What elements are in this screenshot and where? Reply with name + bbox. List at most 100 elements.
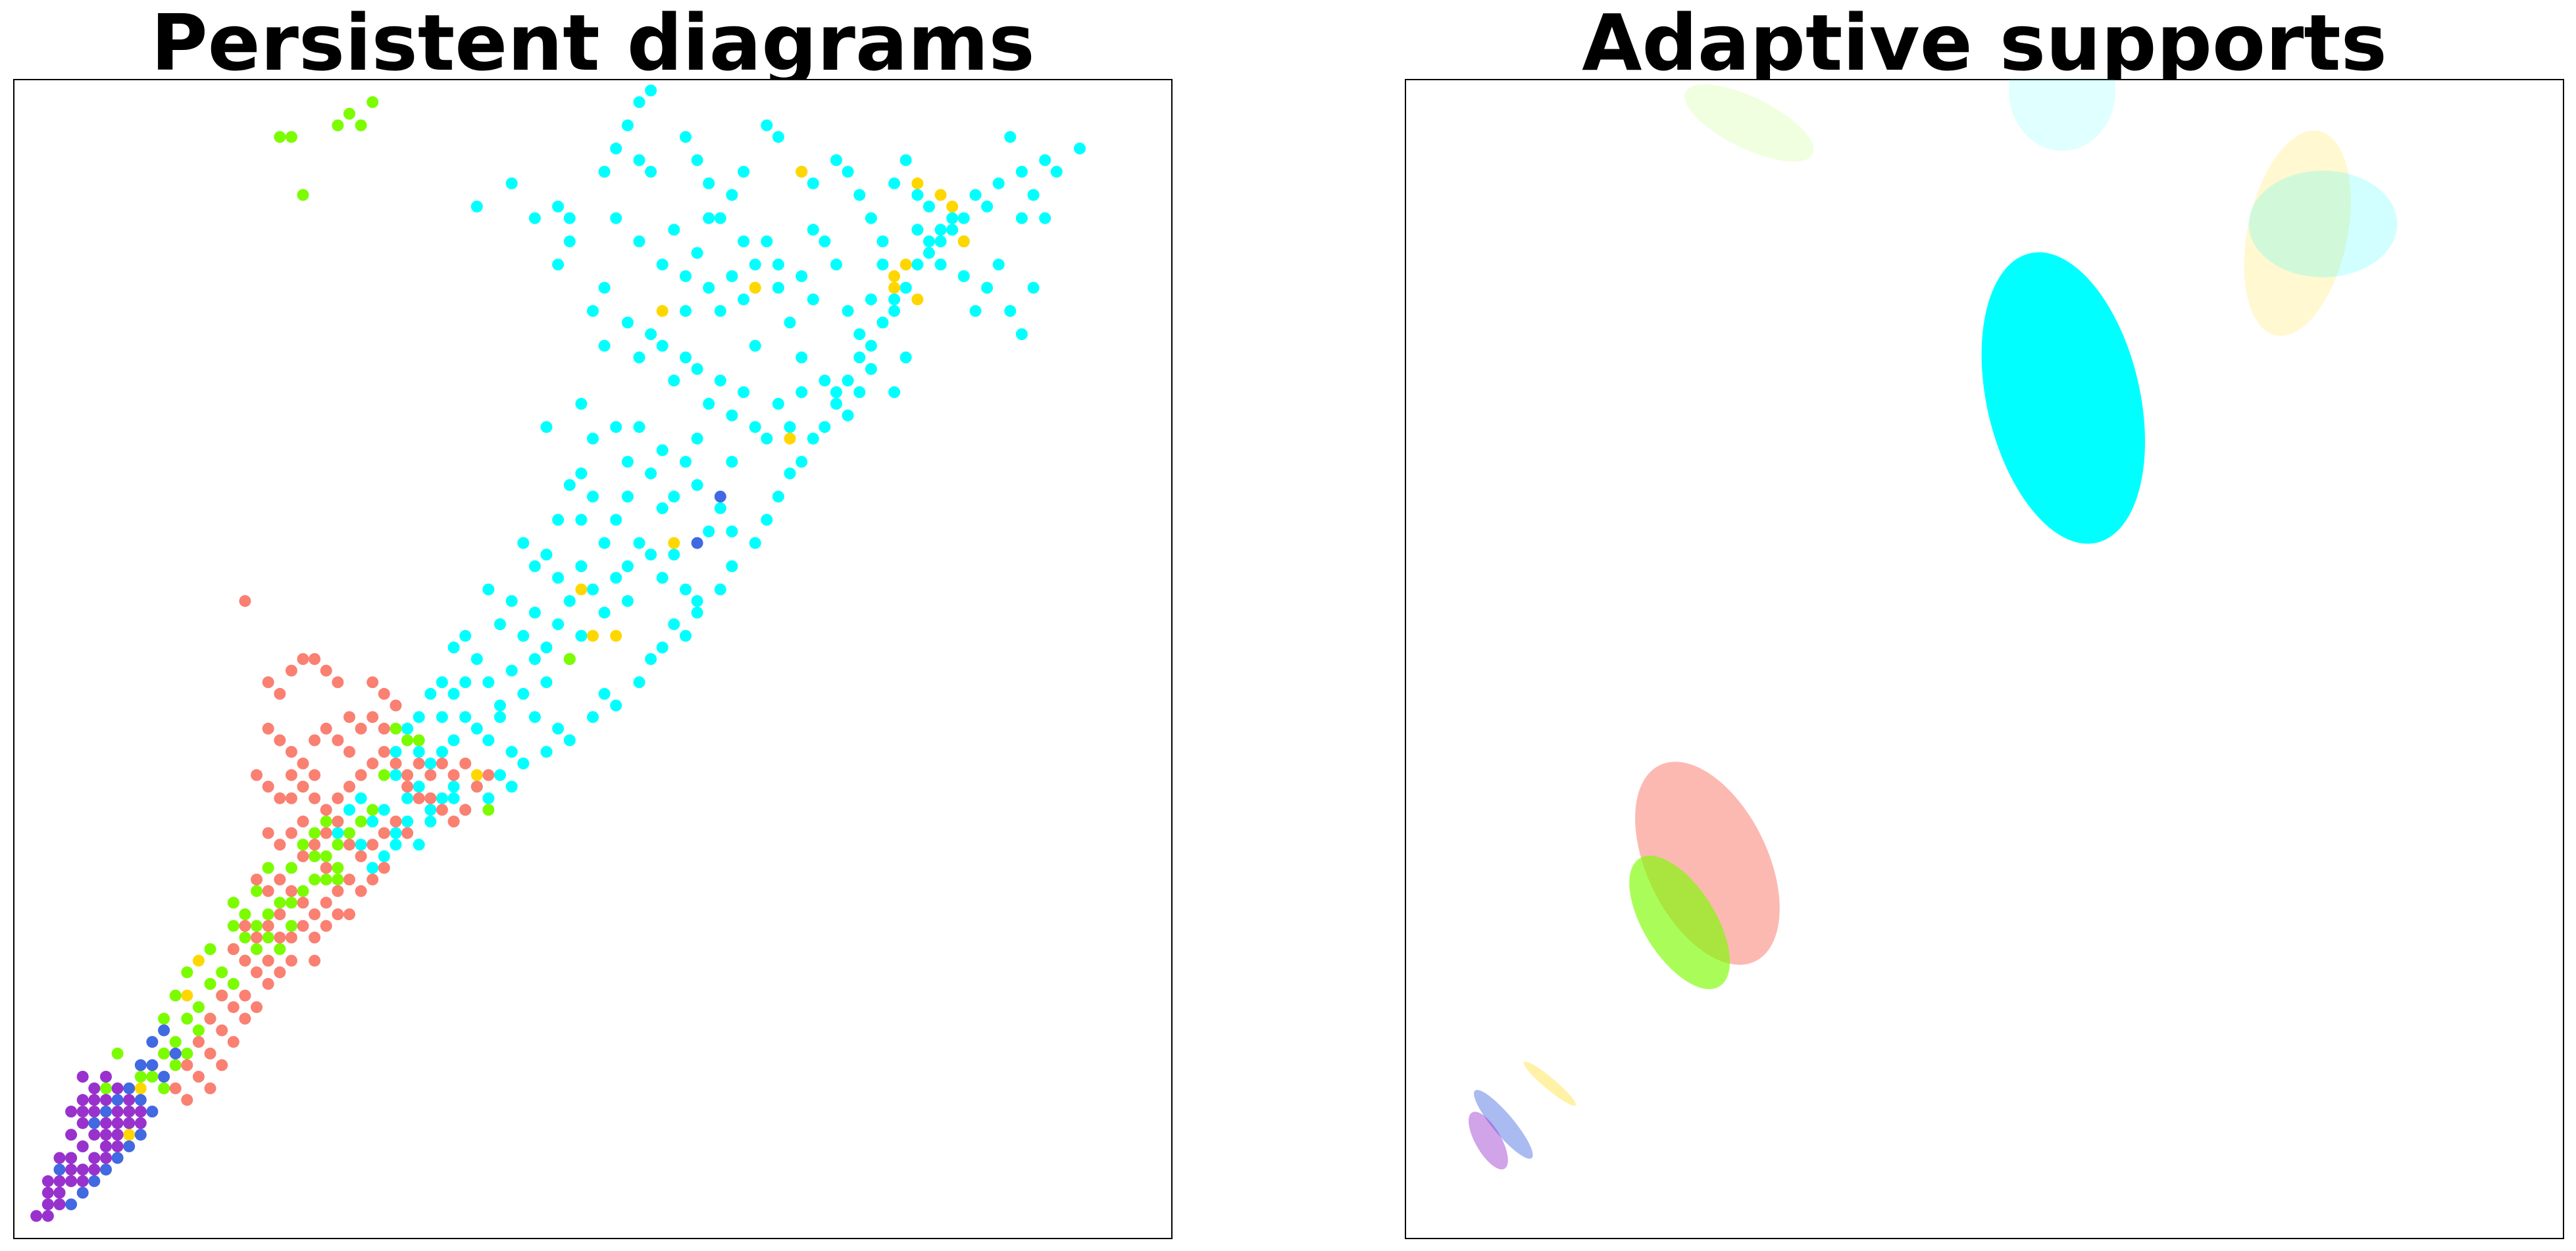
scatter-point (111, 1094, 124, 1106)
scatter-point (563, 595, 576, 607)
scatter-point (899, 154, 912, 166)
scatter-point (563, 653, 576, 665)
scatter-point (923, 235, 935, 247)
scatter-point (309, 827, 321, 839)
scatter-point (482, 792, 495, 804)
scatter-point (946, 201, 959, 212)
scatter-point (865, 339, 877, 352)
chart-title-adaptive-supports: Adaptive supports (1582, 0, 2387, 88)
scatter-point (76, 1117, 89, 1129)
scatter-point (309, 931, 321, 944)
scatter-point (436, 792, 448, 804)
scatter-point (923, 201, 935, 212)
scatter-point (563, 235, 576, 247)
scatter-point (251, 966, 263, 979)
scatter-point (552, 201, 565, 212)
scatter-point (876, 316, 889, 329)
scatter-point (447, 816, 460, 827)
scatter-point (981, 201, 994, 212)
scatter-point (285, 885, 297, 897)
scatter-point (645, 467, 657, 479)
scatter-point (378, 746, 390, 758)
scatter-point (633, 154, 645, 166)
scatter-point (262, 676, 274, 689)
scatter-point (899, 351, 912, 364)
scatter-point (517, 687, 530, 700)
scatter-point (749, 537, 761, 549)
scatter-point (680, 351, 692, 364)
scatter-point (239, 920, 251, 932)
scatter-point (888, 177, 901, 189)
scatter-point (262, 885, 274, 897)
scatter-point (853, 351, 866, 364)
scatter-point (552, 572, 565, 584)
scatter-point (969, 189, 982, 201)
scatter-point (680, 131, 692, 143)
scatter-point (320, 816, 332, 827)
scatter-point (587, 305, 599, 317)
scatter-point (772, 131, 784, 143)
scatter-point (761, 235, 773, 247)
scatter-point (1039, 154, 1051, 166)
scatter-point (366, 873, 379, 886)
scatter-point (88, 1175, 101, 1187)
scatter-point (41, 1210, 54, 1222)
support-ellipse (1523, 1062, 1576, 1106)
scatter-point (297, 757, 309, 770)
scatter-point (749, 421, 761, 433)
support-ellipse (1684, 84, 1814, 162)
scatter-point (1004, 305, 1017, 317)
scatter-point (262, 908, 274, 921)
scatter-point (772, 258, 784, 271)
scatter-point (668, 491, 680, 503)
scatter-point (390, 722, 402, 735)
scatter-point (332, 676, 344, 689)
scatter-point (343, 827, 355, 839)
scatter-point (181, 989, 193, 1002)
scatter-point (123, 1094, 136, 1106)
scatter-point (88, 1106, 101, 1117)
scatter-point (204, 1012, 216, 1025)
scatter-point (738, 293, 750, 306)
scatter-point (853, 328, 866, 341)
scatter-point (842, 374, 854, 387)
scatter-point (390, 746, 402, 758)
scatter-point (691, 606, 703, 619)
scatter-point (100, 1094, 112, 1106)
scatter-point (320, 804, 332, 816)
scatter-point (378, 827, 390, 839)
scatter-point (691, 363, 703, 375)
scatter-point (401, 816, 414, 827)
scatter-point (540, 746, 553, 758)
scatter-point (598, 606, 611, 619)
scatter-point (285, 827, 297, 839)
scatter-point (53, 1164, 66, 1176)
scatter-point (262, 722, 274, 735)
scatter-point (1039, 212, 1051, 224)
scatter-point (969, 305, 982, 317)
scatter-point (738, 235, 750, 247)
scatter-point (285, 862, 297, 874)
scatter-point (320, 664, 332, 677)
scatter-point (274, 839, 286, 851)
scatter-point (309, 792, 321, 804)
scatter-point (621, 456, 634, 468)
scatter-point (911, 293, 924, 306)
scatter-point (401, 722, 414, 735)
scatter-point (320, 873, 332, 886)
scatter-point (934, 235, 947, 247)
scatter-point (447, 734, 460, 747)
scatter-point (528, 653, 541, 665)
scatter-point (401, 781, 414, 793)
scatter-point (192, 1036, 205, 1048)
scatter-point (401, 827, 414, 839)
scatter-point (482, 804, 495, 816)
scatter-point (158, 1012, 170, 1025)
scatter-point (343, 107, 355, 120)
scatter-point (169, 1047, 182, 1060)
scatter-point (320, 827, 332, 839)
scatter-point (309, 769, 321, 781)
scatter-point (309, 653, 321, 665)
scatter-point (88, 1164, 101, 1176)
scatter-point (88, 1152, 101, 1164)
